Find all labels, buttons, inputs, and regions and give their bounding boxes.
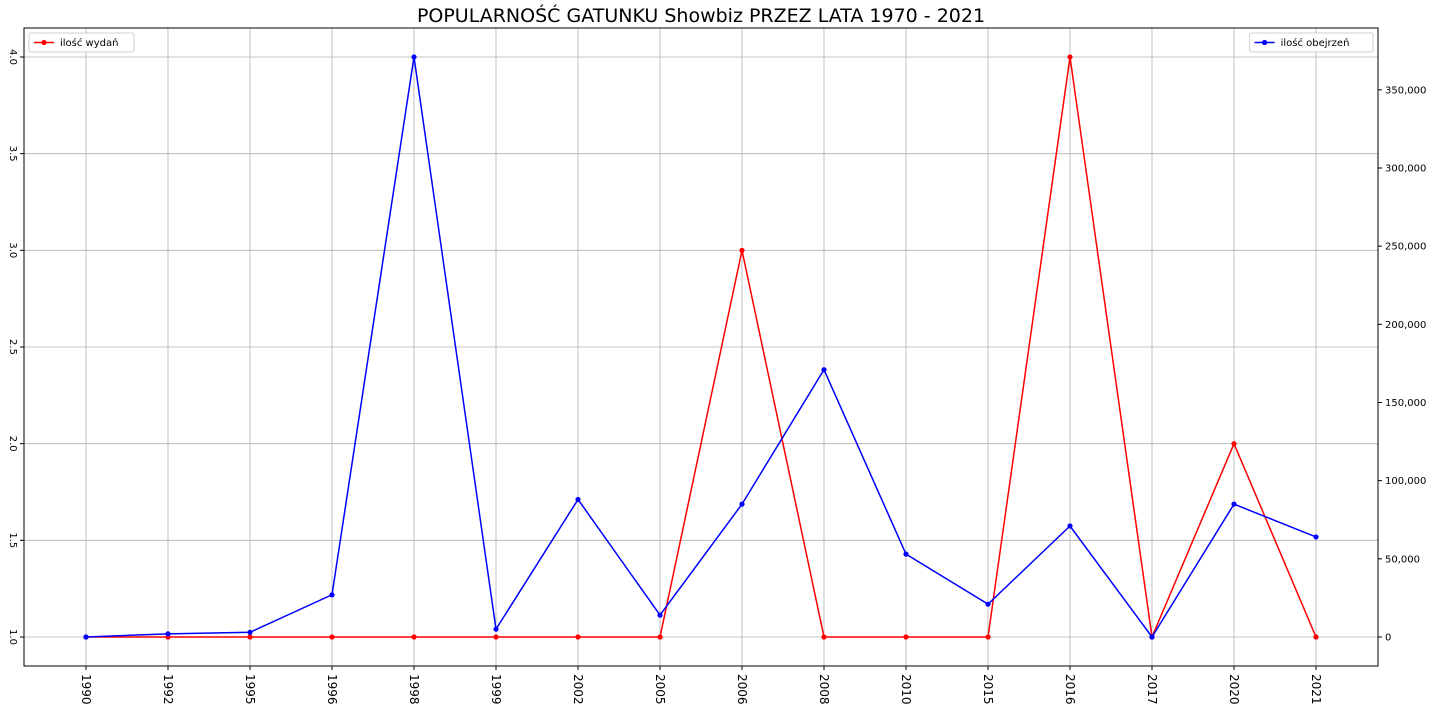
x-tick-label: 2002: [571, 674, 585, 705]
grid: [24, 28, 1378, 666]
data-point-2: [329, 592, 335, 598]
y-left-tick-label: 4.0: [7, 49, 18, 65]
y-right-tick-label: 100,000: [1385, 476, 1426, 487]
data-point-2: [657, 612, 663, 618]
y-right-tick-label: 350,000: [1385, 85, 1426, 96]
legend-label: ilość obejrzeń: [1281, 37, 1350, 49]
legend-swatch-marker: [1262, 39, 1268, 46]
x-tick-label: 2005: [653, 674, 667, 705]
series-line-2: [85, 56, 1317, 639]
y-left-tick-label: 2.5: [7, 339, 18, 355]
y-right-tick-label: 0: [1385, 633, 1391, 644]
x-tick-label: 1998: [407, 674, 421, 705]
data-point-1: [575, 634, 581, 640]
x-tick-label: 2016: [1063, 674, 1077, 705]
data-point-2: [247, 629, 253, 635]
legend-frame: [28, 32, 135, 53]
series-layer: [83, 54, 1319, 640]
y-right-tick-label: 150,000: [1385, 398, 1426, 409]
y-left-tick-label: 3.5: [7, 146, 18, 162]
data-point-1: [1313, 634, 1319, 640]
x-tick-label: 2017: [1145, 674, 1159, 705]
legend-left: ilość wydań: [28, 32, 135, 53]
data-point-2: [165, 631, 171, 637]
legend-swatch-marker: [41, 39, 47, 46]
x-tick-label: 1996: [325, 674, 339, 705]
y-left-tick-label: 1.0: [7, 629, 18, 645]
y-axis-left: 1.0 1.5 2.0 2.5 3.0 3.5 4.0: [7, 49, 24, 645]
data-point-2: [493, 626, 499, 632]
x-tick-label: 1992: [161, 674, 175, 705]
x-tick-label: 2006: [735, 674, 749, 705]
data-point-2: [411, 54, 417, 60]
y-left-tick-label: 3.0: [7, 242, 18, 258]
x-tick-label: 2008: [817, 674, 831, 705]
data-point-1: [739, 247, 745, 253]
y-axis-right: 0 50,000 100,000 150,000 200,000 250,000 300,0…: [1378, 85, 1426, 644]
data-point-2: [1313, 534, 1319, 540]
data-point-2: [1067, 523, 1073, 529]
data-point-1: [903, 634, 909, 640]
data-point-1: [493, 634, 499, 640]
data-point-1: [1231, 441, 1237, 447]
y-right-tick-label: 50,000: [1385, 554, 1420, 565]
y-right-tick-label: 250,000: [1385, 242, 1426, 253]
x-tick-label: 1999: [489, 674, 503, 705]
data-point-2: [575, 496, 581, 503]
legend-frame: [1249, 32, 1374, 53]
data-point-1: [821, 634, 827, 640]
data-point-2: [1231, 501, 1237, 507]
data-point-2: [739, 501, 745, 507]
x-axis: 1990 1992 1995 1996 1998 1999 2002 2005 2006 2008…: [79, 666, 1323, 705]
legend-right: ilość obejrzeń: [1249, 32, 1374, 53]
data-point-2: [1149, 634, 1155, 640]
data-point-2: [83, 634, 89, 640]
x-tick-label: 2015: [981, 674, 995, 705]
chart-title: POPULARNOŚĆ GATUNKU Showbiz PRZEZ LATA 1…: [417, 3, 985, 27]
data-point-1: [329, 634, 335, 640]
data-point-1: [247, 634, 253, 640]
legend-label: ilość wydań: [60, 37, 118, 49]
series-line-1: [86, 56, 1317, 640]
data-point-1: [1067, 54, 1073, 60]
y-right-tick-label: 200,000: [1385, 320, 1426, 331]
data-point-1: [985, 634, 991, 640]
x-tick-label: 2010: [899, 674, 913, 705]
x-tick-label: 1990: [79, 674, 93, 705]
y-right-tick-label: 300,000: [1385, 163, 1426, 174]
y-left-tick-label: 2.0: [7, 436, 18, 452]
data-point-2: [821, 367, 827, 373]
data-point-2: [985, 601, 991, 607]
y-left-tick-label: 1.5: [7, 532, 18, 548]
x-tick-label: 1995: [243, 674, 257, 705]
data-point-1: [411, 634, 417, 640]
x-tick-label: 2021: [1309, 674, 1323, 705]
x-tick-label: 2020: [1227, 674, 1241, 705]
data-point-2: [903, 551, 909, 557]
data-point-1: [657, 634, 663, 640]
